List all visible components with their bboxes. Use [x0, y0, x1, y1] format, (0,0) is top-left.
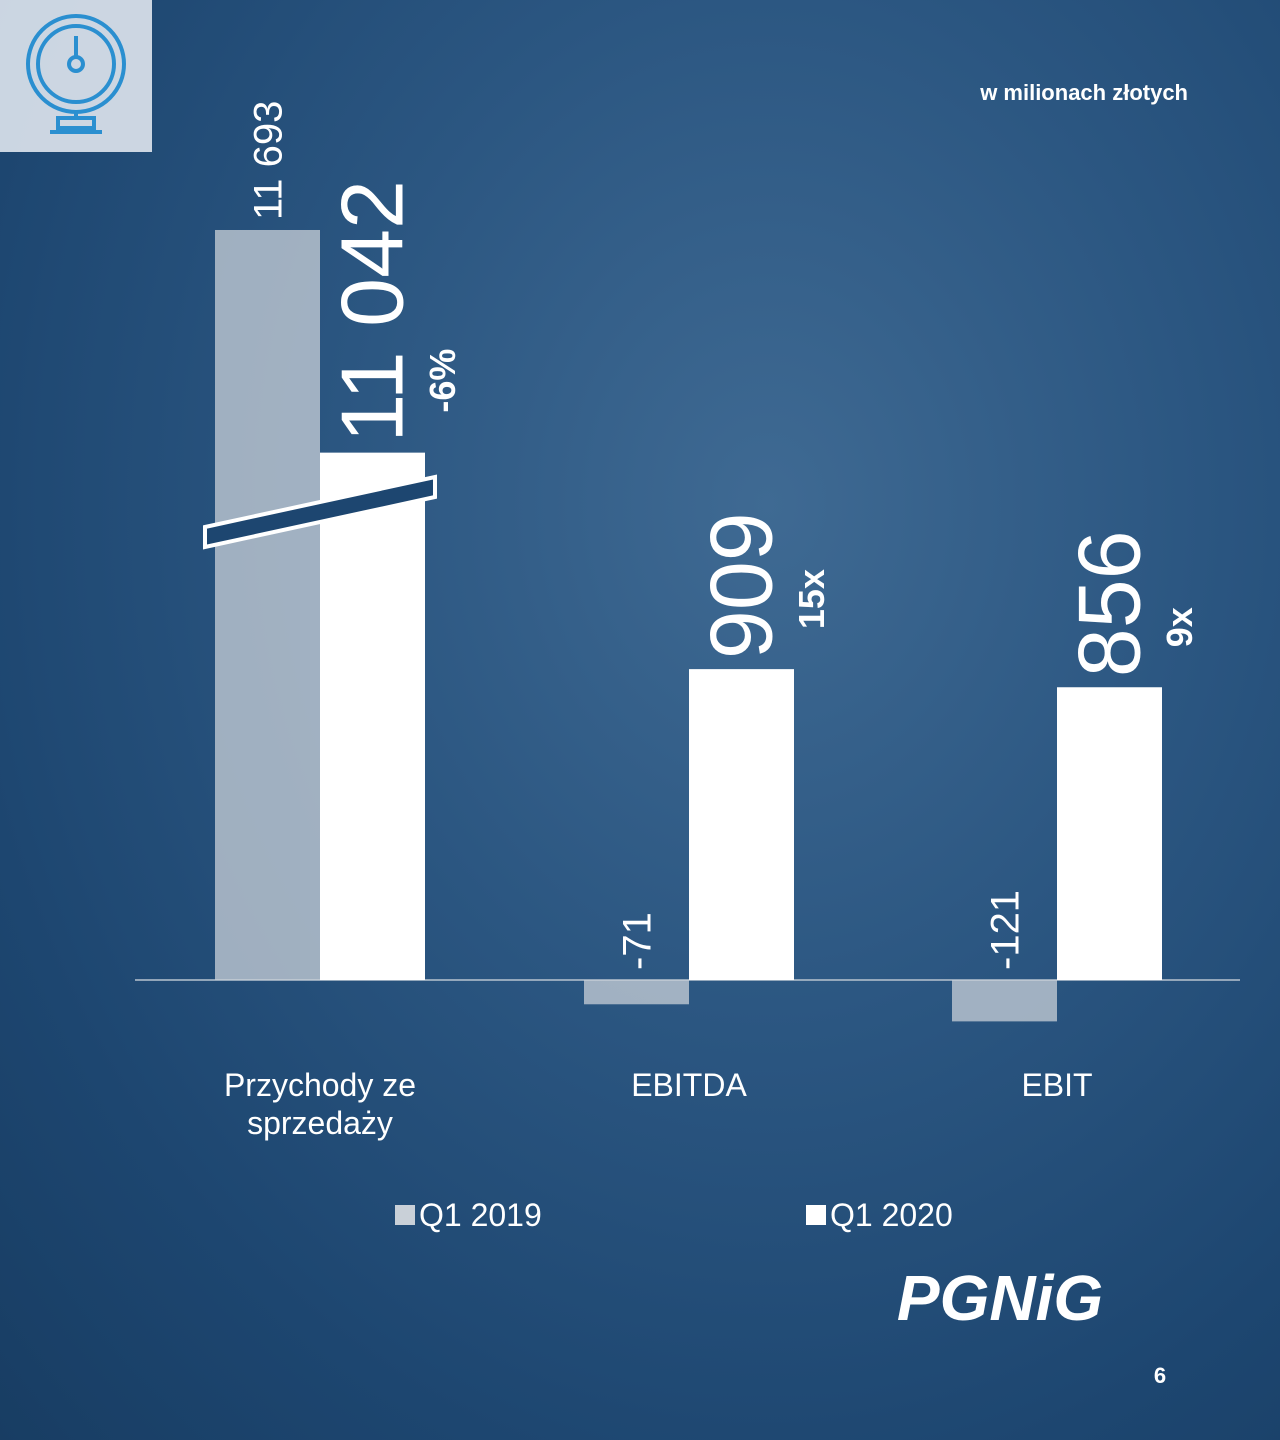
value-label: 11 693: [247, 101, 291, 220]
bar: [320, 452, 425, 980]
value-label: 909: [692, 512, 791, 659]
category-label: Przychody ze sprzedaży: [223, 1067, 417, 1141]
category-label: EBIT: [1021, 1067, 1093, 1103]
value-label: -71: [616, 912, 660, 970]
bar: [1057, 687, 1162, 980]
icon: [26, 14, 126, 134]
page-number: 6: [1154, 1363, 1166, 1388]
bar: [215, 229, 320, 980]
subtitle: w milionach złotych: [979, 80, 1188, 105]
bar: [584, 980, 689, 1005]
bar: [952, 980, 1057, 1022]
change-label: 15x: [791, 569, 832, 629]
value-label: 11 042: [323, 180, 422, 443]
bar: [689, 669, 794, 980]
change-label: -6%: [422, 349, 463, 413]
category-label: EBITDA: [631, 1067, 747, 1103]
value-label: 856: [1060, 530, 1159, 677]
axis-break: [203, 474, 437, 550]
legend-swatch: [395, 1205, 415, 1225]
legend-swatch: [806, 1205, 826, 1225]
value-label: -121: [984, 890, 1028, 970]
logo: PGNiG: [897, 1262, 1103, 1334]
legend-label: Q1 2019: [419, 1197, 542, 1233]
change-label: 9x: [1159, 607, 1200, 647]
legend-label: Q1 2020: [830, 1197, 953, 1233]
